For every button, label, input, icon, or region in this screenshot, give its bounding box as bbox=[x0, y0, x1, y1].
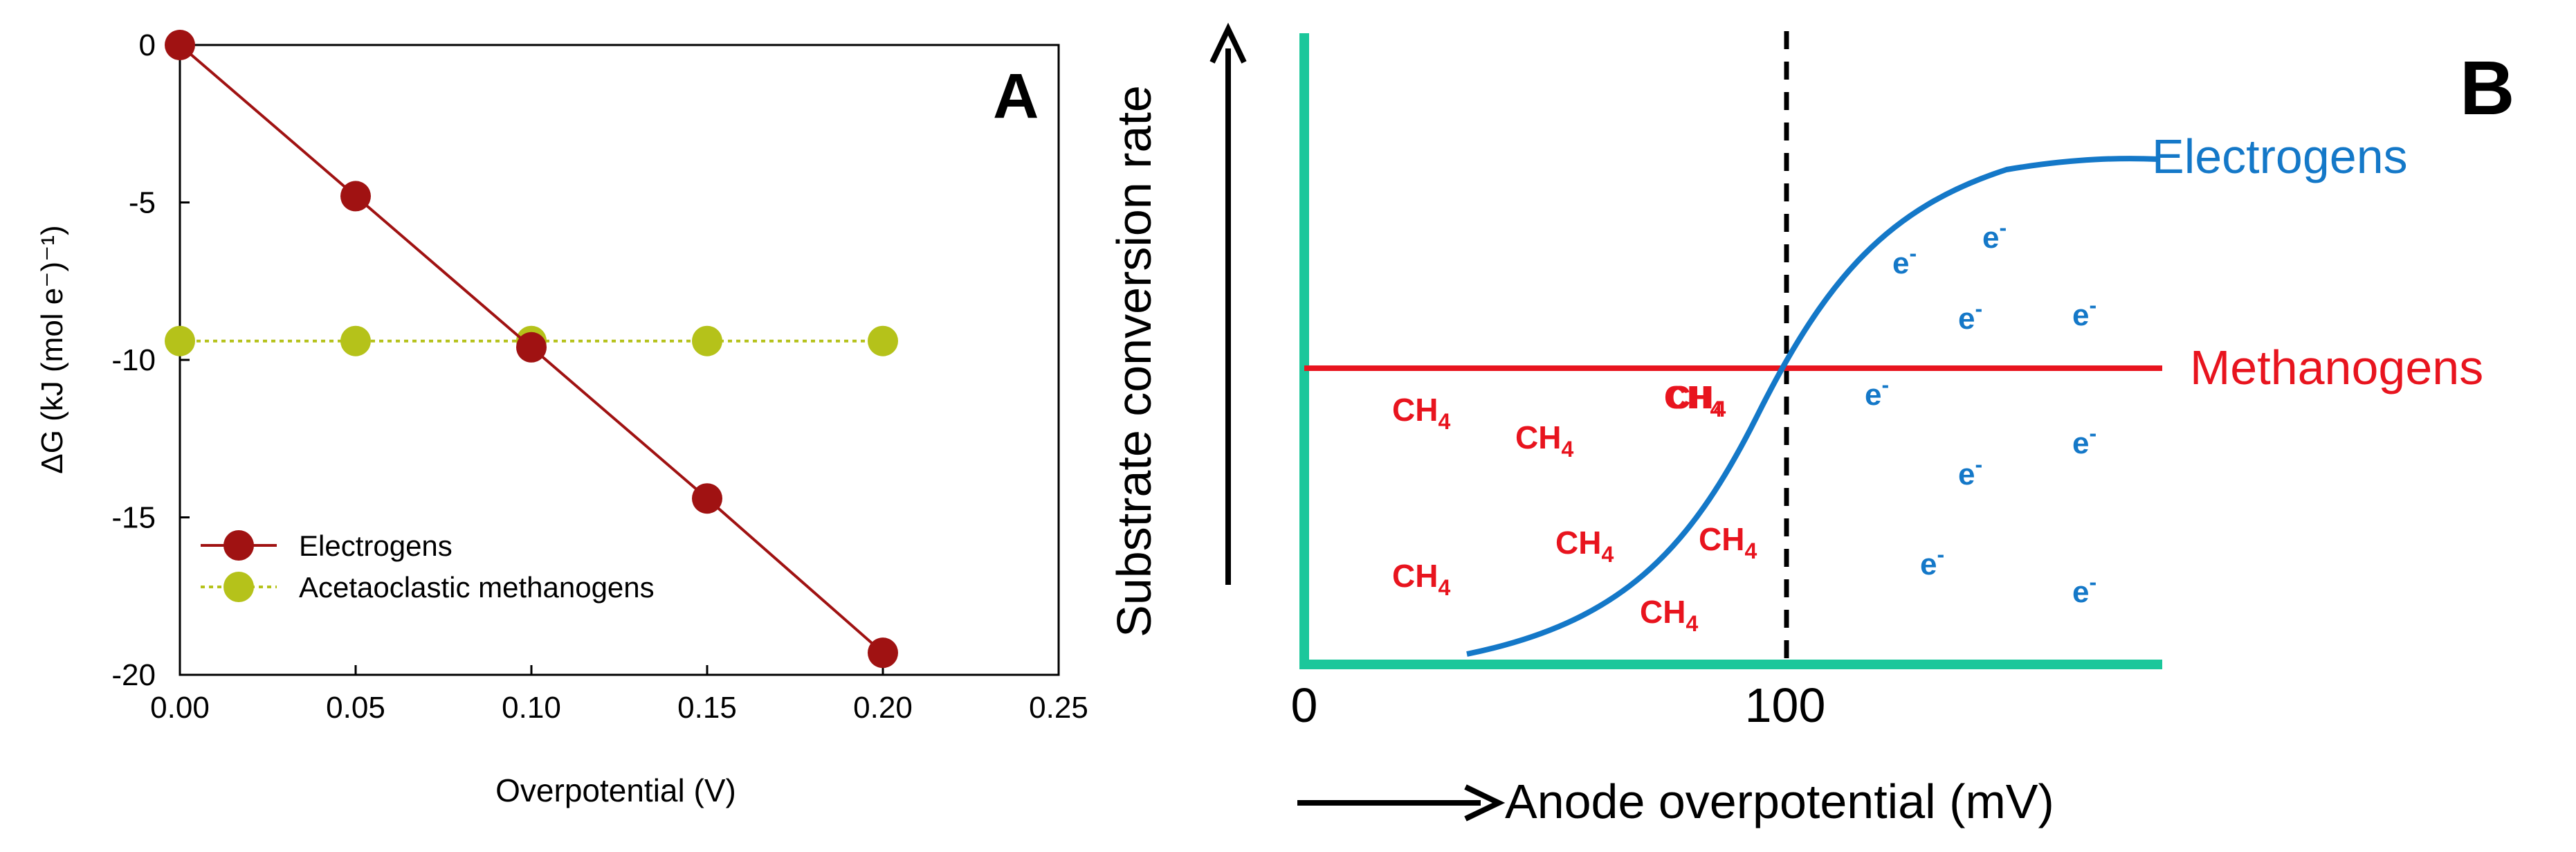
methane-label: CH4 bbox=[1515, 419, 1573, 462]
electron-label: e- bbox=[2072, 293, 2097, 332]
data-point-electrogens bbox=[516, 332, 547, 363]
panel-b-x-arrowhead bbox=[1464, 784, 1506, 822]
panel-a-x-tick-label: 0.15 bbox=[677, 691, 737, 725]
panel-a-x-tick-label: 0.25 bbox=[1029, 691, 1088, 725]
panel-b-diagram: B Substrate conversion rate Anode overpo… bbox=[1107, 22, 2514, 828]
legend-methanogens-marker bbox=[223, 572, 254, 602]
panel-a-x-tick-label: 0.00 bbox=[150, 691, 210, 725]
panel-b-label: B bbox=[2460, 46, 2514, 131]
panel-a-x-tick-label: 0.10 bbox=[502, 691, 561, 725]
legend-methanogens-label: Acetaoclastic methanogens bbox=[299, 571, 655, 604]
panel-b-electrogens-label: Electrogens bbox=[2152, 129, 2408, 183]
panel-a-x-tick-label: 0.05 bbox=[326, 691, 385, 725]
panel-a-legend: Electrogens Acetaoclastic methanogens bbox=[201, 529, 655, 604]
methane-label: CH4 bbox=[1664, 379, 1722, 422]
panel-b-x-tick-100: 100 bbox=[1745, 678, 1826, 732]
panel-a-x-tick-label: 0.20 bbox=[853, 691, 913, 725]
panel-a-y-tick-label: -5 bbox=[129, 186, 156, 220]
panel-a-chart: 0.00 0.05 0.10 0.15 0.20 0.25 0-5-10-15-20 A … bbox=[35, 28, 1088, 808]
panel-a-y-tick-label: -10 bbox=[111, 343, 156, 377]
electron-label: e- bbox=[1892, 241, 1917, 280]
methane-label: CH4 bbox=[1668, 379, 1726, 422]
electron-label: e- bbox=[1958, 296, 1982, 336]
panel-a-y-ticks: 0 -5 -10 -15 -20 bbox=[111, 28, 190, 692]
data-point-electrogens bbox=[692, 483, 722, 514]
methane-label: CH4 bbox=[1392, 558, 1450, 600]
methane-label: CH4 bbox=[1392, 392, 1450, 434]
panel-a-x-ticks: 0.00 0.05 0.10 0.15 0.20 0.25 bbox=[150, 665, 1088, 725]
methane-label: CH4 bbox=[1640, 594, 1698, 636]
data-point-acetaoclastic-methanogens bbox=[165, 325, 195, 356]
panel-a-label: A bbox=[993, 61, 1039, 132]
panel-a-y-tick-label: -20 bbox=[111, 658, 156, 692]
panel-a-y-tick-label: -15 bbox=[111, 501, 156, 535]
electron-label: e- bbox=[2072, 421, 2097, 460]
methane-label: CH4 bbox=[1699, 521, 1757, 563]
methane-label: CH4 bbox=[1555, 525, 1614, 567]
legend-electrogens-marker bbox=[223, 530, 254, 561]
electron-label: e- bbox=[1920, 542, 1944, 581]
panel-a-series bbox=[165, 30, 898, 669]
panel-a-y-axis-label: ΔG (kJ (mol e⁻)⁻¹) bbox=[35, 225, 69, 473]
panel-a-y-tick-label: 0 bbox=[139, 28, 156, 62]
data-point-acetaoclastic-methanogens bbox=[868, 325, 898, 356]
electron-label: e- bbox=[1865, 372, 1889, 412]
data-point-acetaoclastic-methanogens bbox=[692, 325, 722, 356]
data-point-acetaoclastic-methanogens bbox=[340, 325, 371, 356]
legend-electrogens-label: Electrogens bbox=[299, 529, 453, 562]
panel-b-electrogens-curve bbox=[1466, 156, 2159, 657]
panel-b-electron-labels: e-e-e-e-e-e-e-e-e- bbox=[1865, 215, 2097, 609]
panel-b-x-axis-label: Anode overpotential (mV) bbox=[1505, 774, 2054, 828]
panel-b-x-tick-0: 0 bbox=[1291, 678, 1318, 732]
panel-b-methanogens-label: Methanogens bbox=[2190, 341, 2483, 395]
data-point-electrogens bbox=[340, 181, 371, 212]
data-point-electrogens bbox=[165, 30, 195, 60]
electron-label: e- bbox=[2072, 570, 2097, 609]
data-point-electrogens bbox=[868, 637, 898, 669]
panel-a-x-axis-label: Overpotential (V) bbox=[495, 772, 736, 808]
panel-b-y-axis-label: Substrate conversion rate bbox=[1107, 85, 1161, 637]
electron-label: e- bbox=[1982, 215, 2007, 255]
panel-b-y-arrowhead bbox=[1209, 22, 1247, 64]
electron-label: e- bbox=[1958, 452, 1982, 491]
